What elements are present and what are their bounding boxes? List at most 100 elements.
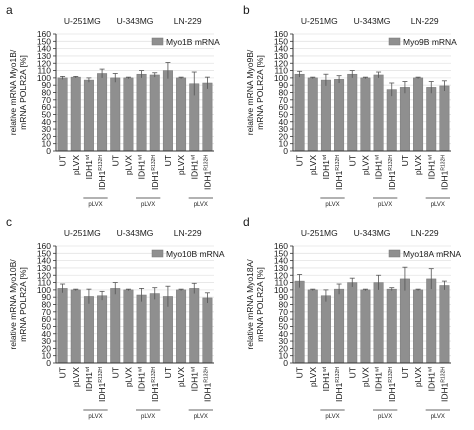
y-tick-label: 160	[37, 29, 51, 39]
y-tick-label: 160	[37, 241, 51, 251]
x-tick-label: UT	[295, 155, 305, 166]
bar	[70, 289, 81, 364]
y-tick-label: 120	[37, 270, 51, 280]
bar	[294, 280, 305, 364]
x-tick-label-base: IDH1	[150, 382, 160, 402]
x-tick-label-base: IDH1	[84, 160, 94, 180]
bar	[360, 289, 371, 364]
y-tick-label: 50	[42, 109, 52, 119]
x-tick-label-sup: R132H	[98, 155, 104, 171]
y-axis-label: mRNA POLR2A [%]	[255, 55, 265, 130]
x-tick-label: pLVX	[176, 367, 186, 387]
x-tick-label-sup: R132H	[98, 367, 104, 383]
bar	[347, 282, 358, 364]
x-tick-label: IDH1R132H	[439, 155, 449, 190]
x-tick-label-sup: wt	[190, 154, 196, 160]
bar	[347, 73, 358, 152]
x-tick-label: UT	[110, 155, 120, 166]
y-tick-label: 50	[279, 321, 289, 331]
y-tick-label: 100	[37, 285, 51, 295]
y-tick-label: 50	[279, 109, 289, 119]
x-tick-label-sup: wt	[138, 366, 144, 372]
y-tick-label: 130	[37, 51, 51, 61]
x-tick-label: IDH1wt	[321, 366, 331, 391]
cell-line-label: U-251MG	[301, 228, 338, 238]
y-tick-label: 60	[42, 314, 52, 324]
x-tick-label-sup: wt	[85, 154, 91, 160]
y-tick-label: 0	[46, 146, 51, 156]
y-tick-label: 140	[37, 44, 51, 54]
bar	[97, 295, 108, 364]
x-tick-label: UT	[347, 367, 357, 378]
x-tick-label-base: IDH1	[426, 160, 436, 180]
bar	[123, 289, 134, 364]
x-tick-label: pLVX	[308, 367, 318, 387]
x-tick-label: IDH1R132H	[387, 367, 397, 402]
y-tick-label: 0	[46, 358, 51, 368]
x-tick-label-base: IDH1	[321, 372, 331, 392]
x-tick-label: UT	[163, 367, 173, 378]
y-tick-label: 10	[279, 139, 289, 149]
bar	[320, 295, 331, 364]
y-tick-label: 30	[42, 336, 52, 346]
bar	[202, 82, 213, 152]
y-tick-label: 150	[37, 248, 51, 258]
y-tick-label: 60	[279, 102, 289, 112]
chart-panel-d: d 010203040506070809010011012013014015016…	[243, 215, 461, 420]
y-tick-label: 140	[274, 44, 288, 54]
x-tick-label-base: IDH1	[84, 372, 94, 392]
x-tick-label-sup: R132H	[335, 367, 341, 383]
chart-panel-c: c 010203040506070809010011012013014015016…	[6, 215, 225, 420]
y-tick-label: 40	[42, 329, 52, 339]
y-tick-label: 150	[37, 36, 51, 46]
panel-letter: d	[243, 215, 250, 229]
bar	[136, 294, 147, 364]
panel-letter: c	[6, 215, 12, 229]
x-tick-label-sup: R132H	[151, 155, 157, 171]
y-tick-label: 90	[42, 292, 52, 302]
x-tick-label-sup: wt	[85, 366, 91, 372]
x-tick-label: pLVX	[71, 155, 81, 175]
x-tick-label: UT	[347, 155, 357, 166]
bar	[149, 293, 160, 364]
y-tick-label: 40	[42, 117, 52, 127]
bar	[320, 79, 331, 152]
x-tick-label: IDH1wt	[189, 154, 199, 179]
x-tick-label: pLVX	[360, 367, 370, 387]
x-tick-label: UT	[110, 367, 120, 378]
x-tick-label-base: IDH1	[137, 160, 147, 180]
bar	[413, 77, 424, 152]
x-tick-label: IDH1R132H	[334, 367, 344, 402]
y-tick-label: 90	[279, 80, 289, 90]
bar	[110, 77, 121, 152]
x-tick-label: UT	[58, 155, 68, 166]
y-tick-label: 110	[274, 278, 288, 288]
bar	[176, 289, 187, 364]
x-tick-label: IDH1R132H	[97, 367, 107, 402]
x-tick-label-sup: R132H	[203, 367, 209, 383]
bar	[307, 289, 318, 364]
y-tick-label: 150	[274, 248, 288, 258]
plvx-label: pLVX	[325, 202, 339, 208]
x-tick-label: IDH1wt	[374, 366, 384, 391]
x-tick-label-sup: wt	[322, 366, 328, 372]
bar	[149, 74, 160, 152]
x-tick-label-base: IDH1	[321, 160, 331, 180]
bar	[123, 77, 134, 152]
y-axis-label: relative mRNA Myo18A/	[245, 259, 255, 350]
bar	[334, 288, 345, 364]
plvx-label: pLVX	[141, 414, 155, 420]
plvx-label: pLVX	[431, 202, 445, 208]
bar	[57, 288, 68, 364]
bar	[399, 87, 410, 152]
y-tick-label: 80	[279, 300, 289, 310]
plvx-label: pLVX	[378, 414, 392, 420]
bar	[426, 278, 437, 364]
legend-label: Myo18A mRNA	[403, 249, 461, 259]
bar	[176, 77, 187, 152]
legend-swatch	[388, 37, 401, 46]
bar	[360, 77, 371, 152]
x-tick-label-base: IDH1	[334, 382, 344, 402]
plvx-label: pLVX	[194, 414, 208, 420]
